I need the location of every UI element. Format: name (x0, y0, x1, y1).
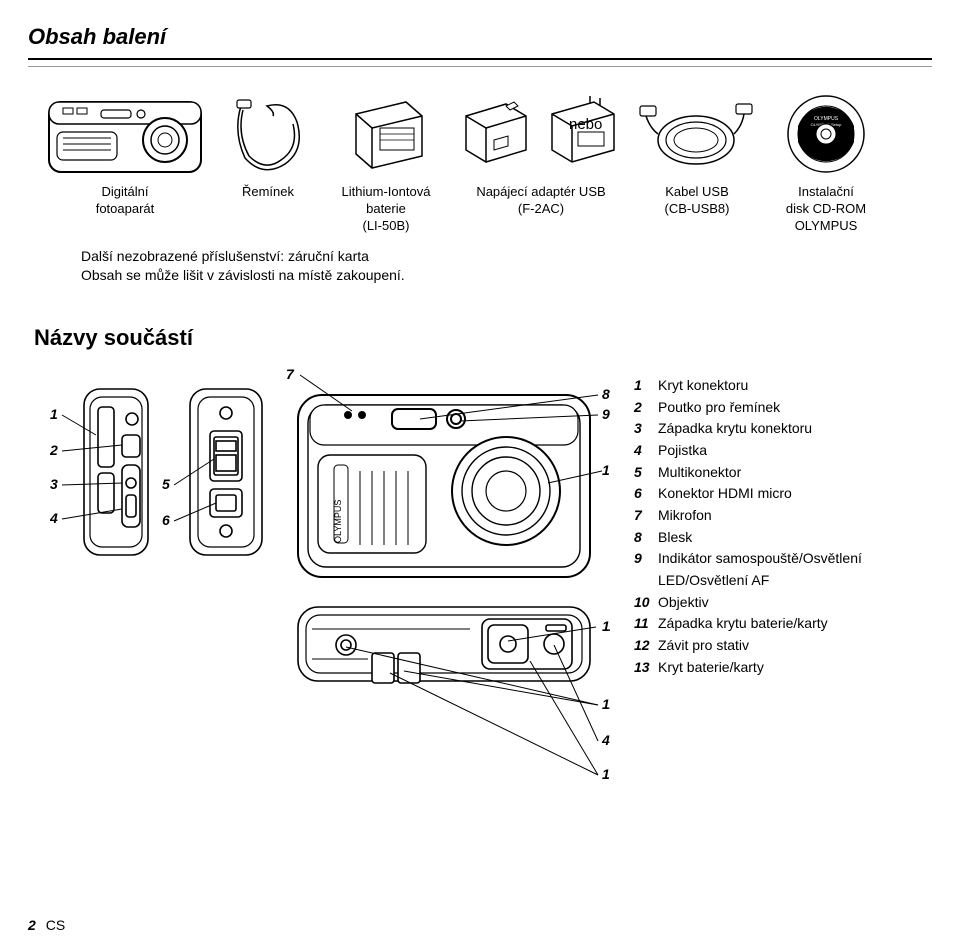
label-nebo: nebo (569, 116, 602, 133)
item-adapter: Napájecí adaptér USB (F-2AC) (459, 92, 623, 235)
strap-icon (223, 92, 313, 178)
legend-text: Pojistka (658, 442, 707, 458)
page-number: 2 (28, 917, 36, 933)
legend-row: LED/Osvětlení AF (634, 570, 862, 592)
legend-row: 4Pojistka (634, 440, 862, 462)
legend-row: 10Objektiv (634, 592, 862, 614)
adapter-icon (460, 92, 622, 178)
item-cdrom: OLYMPUS OLYMPUS Setup Instalační disk CD… (771, 92, 881, 235)
callout-12: 12 (602, 696, 610, 712)
callout-11: 11 (602, 618, 610, 634)
legend-row: 13Kryt baterie/karty (634, 657, 862, 679)
legend-num: 9 (634, 548, 658, 570)
legend-text: Západka krytu baterie/karty (658, 615, 828, 631)
legend-row: 8Blesk (634, 527, 862, 549)
usb-cable-icon (638, 92, 756, 178)
box-contents: nebo Digitální fotoaparát (28, 73, 932, 303)
item-label: Lithium-Iontová (342, 184, 431, 199)
legend-text: Konektor HDMI micro (658, 485, 792, 501)
legend-num: 3 (634, 418, 658, 440)
legend-num: 4 (634, 440, 658, 462)
rule-thin (28, 66, 932, 67)
callout-1: 1 (50, 406, 58, 422)
items-row: Digitální fotoaparát Řemínek (41, 84, 919, 241)
legend-num: 12 (634, 635, 658, 657)
legend-text: Multikonektor (658, 464, 741, 480)
item-usb-cable: Kabel USB (CB-USB8) (637, 92, 757, 235)
legend-text: Indikátor samospouště/Osvětlení (658, 550, 862, 566)
item-label: Instalační (798, 184, 854, 199)
legend-row: 12Závit pro stativ (634, 635, 862, 657)
parts-diagram: 1 2 3 4 5 6 (50, 361, 610, 801)
legend-row: 1Kryt konektoru (634, 375, 862, 397)
legend-row: 11Západka krytu baterie/karty (634, 613, 862, 635)
legend-text: LED/Osvětlení AF (658, 572, 769, 588)
legend-text: Kryt konektoru (658, 377, 748, 393)
item-label: Napájecí adaptér USB (476, 184, 605, 199)
callout-8: 8 (602, 386, 610, 402)
cdrom-icon: OLYMPUS OLYMPUS Setup (776, 92, 876, 178)
battery-icon (338, 92, 434, 178)
legend-text: Kryt baterie/karty (658, 659, 764, 675)
legend-num: 8 (634, 527, 658, 549)
legend-text: Mikrofon (658, 507, 712, 523)
item-label: OLYMPUS (795, 218, 858, 233)
callout-7: 7 (286, 366, 295, 382)
section-title: Obsah balení (28, 24, 932, 50)
legend-row: 3Západka krytu konektoru (634, 418, 862, 440)
item-label: Řemínek (242, 184, 294, 199)
callout-2: 2 (50, 442, 58, 458)
item-label: baterie (366, 201, 406, 216)
legend-row: 2Poutko pro řemínek (634, 397, 862, 419)
item-strap: Řemínek (223, 92, 313, 235)
item-label: Kabel USB (665, 184, 729, 199)
page-lang: CS (46, 917, 65, 933)
sub-title: Názvy součástí (34, 325, 932, 351)
callout-13: 13 (602, 766, 610, 782)
legend-row: 6Konektor HDMI micro (634, 483, 862, 505)
callout-5: 5 (162, 476, 170, 492)
footnote-line: Obsah se může lišit v závislosti na míst… (81, 267, 405, 283)
legend-num: 13 (634, 657, 658, 679)
footnote-line: Další nezobrazené příslušenství: záruční… (81, 248, 369, 264)
item-label: (CB-USB8) (664, 201, 729, 216)
footnote: Další nezobrazené příslušenství: záruční… (41, 247, 919, 286)
item-label: (LI-50B) (363, 218, 410, 233)
callout-3: 3 (50, 476, 58, 492)
svg-text:LOCK: LOCK (402, 692, 421, 699)
legend-row: 5Multikonektor (634, 462, 862, 484)
callout-10: 10 (602, 462, 610, 478)
legend-text: Objektiv (658, 594, 709, 610)
svg-text:OLYMPUS: OLYMPUS (333, 500, 343, 543)
item-label: disk CD-ROM (786, 201, 866, 216)
diagram-area: 1 2 3 4 5 6 (28, 361, 932, 801)
item-label: (F-2AC) (518, 201, 564, 216)
item-battery: Lithium-Iontová baterie (LI-50B) (327, 92, 445, 235)
legend-row: 9Indikátor samospouště/Osvětlení (634, 548, 862, 570)
page-footer: 2 CS (28, 917, 65, 933)
legend-text: Poutko pro řemínek (658, 399, 780, 415)
legend-text: Závit pro stativ (658, 637, 749, 653)
item-camera: Digitální fotoaparát (41, 92, 209, 235)
callout-6: 6 (162, 512, 170, 528)
legend-num: 10 (634, 592, 658, 614)
legend-num: 5 (634, 462, 658, 484)
rule-thick (28, 58, 932, 60)
callout-9: 9 (602, 406, 610, 422)
legend-num: 6 (634, 483, 658, 505)
item-label: fotoaparát (96, 201, 155, 216)
legend: 1Kryt konektoru 2Poutko pro řemínek 3Záp… (634, 361, 862, 801)
legend-row: 7Mikrofon (634, 505, 862, 527)
camera-icon (45, 92, 205, 178)
callout-4: 4 (50, 510, 58, 526)
legend-num: 11 (634, 613, 658, 635)
callout-4b: 4 (601, 732, 610, 748)
legend-num: 2 (634, 397, 658, 419)
legend-text: Západka krytu konektoru (658, 420, 812, 436)
legend-text: Blesk (658, 529, 692, 545)
legend-num: 7 (634, 505, 658, 527)
item-label: Digitální (102, 184, 149, 199)
legend-num: 1 (634, 375, 658, 397)
